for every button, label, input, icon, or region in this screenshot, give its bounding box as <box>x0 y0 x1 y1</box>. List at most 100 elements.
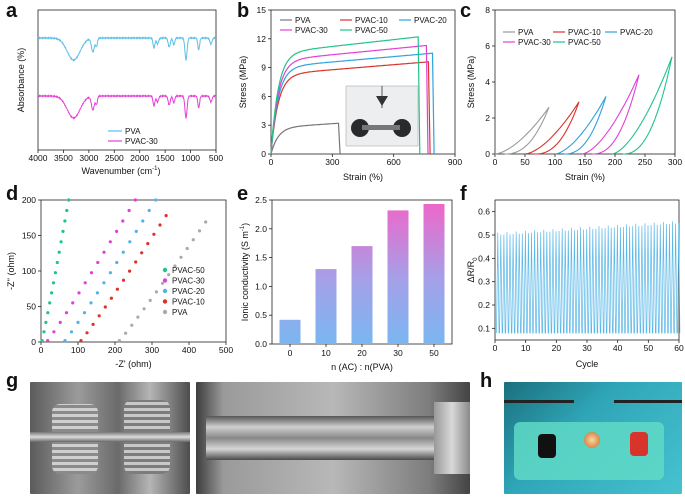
chart-f-xtick-label: 50 <box>644 343 654 353</box>
chart-c-xlabel: Strain (%) <box>565 172 605 182</box>
chart-e-xtick-label: 50 <box>429 348 439 358</box>
chart-d-point-pvac-10 <box>79 339 83 343</box>
chart-a-xtick-label: 500 <box>209 153 223 163</box>
chart-d-point-pvac-30 <box>64 311 69 315</box>
chart-e-xtick-label: 30 <box>393 348 403 358</box>
chart-f-ytick-label: 0.6 <box>478 207 490 217</box>
chart-d-ytick-label: 50 <box>27 302 37 312</box>
chart-b-ytick-label: 15 <box>257 5 267 15</box>
chart-f-ytick-label: 0.1 <box>478 323 490 333</box>
chart-d-point-pvac-20 <box>134 229 138 233</box>
panel-label-e: e <box>237 183 249 205</box>
chart-d-point-pvac-30 <box>58 320 62 324</box>
black-terminal <box>538 434 556 458</box>
chart-f-xtick-label: 0 <box>493 343 498 353</box>
chart-d-point-pva <box>167 273 171 277</box>
chart-a-legend-label: PVAC-30 <box>125 137 158 146</box>
chart-f-xtick-label: 40 <box>613 343 623 353</box>
chart-d-point-pvac-30 <box>96 260 100 265</box>
chart-d-point-pvac-30 <box>83 281 87 285</box>
chart-c-xtick-label: 150 <box>578 157 592 167</box>
chart-d-point-pvac-50 <box>63 219 67 223</box>
stretched-sample <box>206 416 456 460</box>
chart-b-series-pva <box>270 122 341 155</box>
chart-c-ytick-label: 4 <box>485 77 490 87</box>
chart-c-xtick-label: 100 <box>548 157 562 167</box>
chart-c-legend-label: PVAC-10 <box>568 28 601 37</box>
chart-d-point-pvac-50 <box>40 339 44 343</box>
chart-d-point-pvac-30 <box>71 301 75 305</box>
chart-d-legend-marker <box>162 309 168 315</box>
chart-a-xlabel: Wavenumber (cm-1) <box>81 166 160 176</box>
chart-b-series-pvac-20 <box>270 52 435 155</box>
chart-b-frame <box>270 9 456 155</box>
chart-c-ytick-label: 6 <box>485 41 490 51</box>
wire-right <box>614 400 682 403</box>
clamp-block <box>434 402 470 474</box>
photo-g-left <box>30 382 190 494</box>
chart-d-point-pvac-50 <box>46 311 50 315</box>
chart-a-series-pva <box>37 36 217 62</box>
chart-d-point-pva <box>197 229 202 233</box>
chart-d-point-pvac-30 <box>133 198 137 202</box>
chart-d-point-pvac-50 <box>44 320 48 324</box>
chart-d-point-pvac-50 <box>55 260 59 265</box>
photo-g-right <box>196 382 470 494</box>
chart-d-point-pvac-30 <box>89 271 94 275</box>
chart-d-legend-marker <box>162 288 168 294</box>
chart-d-point-pvac-20 <box>108 271 112 275</box>
chart-d-point-pva <box>179 255 183 259</box>
chart-d-point-pvac-10 <box>152 232 156 236</box>
chart-f-ytick-label: 0.4 <box>478 253 490 263</box>
chart-d-point-pvac-10 <box>140 251 144 255</box>
chart-d-legend-label: PVA <box>172 308 188 317</box>
chart-f-xtick-label: 20 <box>552 343 562 353</box>
chart-d-ytick-label: 100 <box>22 266 36 276</box>
chart-e-bar-20 <box>351 246 373 344</box>
chart-d-xtick-label: 200 <box>108 345 122 355</box>
chart-d-xtick-label: 100 <box>71 345 85 355</box>
chart-d-point-pvac-10 <box>121 278 126 282</box>
chart-d-point-pvac-20 <box>141 219 145 223</box>
chart-f-series <box>496 221 681 334</box>
chart-b-xtick-label: 0 <box>269 157 274 167</box>
panel-label-g: g <box>6 370 19 392</box>
chart-c-series-pva <box>494 106 550 155</box>
chart-c-xtick-label: 300 <box>668 157 682 167</box>
chart-b-ylabel: Stress (MPa) <box>238 56 248 109</box>
chart-d-xtick-label: 300 <box>145 345 159 355</box>
chart-c-xtick-label: 200 <box>608 157 622 167</box>
panel-label-f: f <box>460 183 467 205</box>
chart-d-point-pvac-10 <box>103 305 107 309</box>
chart-d-point-pvac-10 <box>91 322 95 326</box>
chart-d-point-pvac-30 <box>102 250 106 254</box>
chart-f-ytick-label: 0.3 <box>478 277 490 287</box>
chart-d-point-pvac-20 <box>95 291 99 295</box>
chart-e-xlabel: n (AC) : n(PVA) <box>331 362 393 372</box>
chart-c-ylabel: Stress (MPa) <box>466 56 476 109</box>
panel-label-c: c <box>460 0 472 22</box>
chart-e-bar-30 <box>387 210 409 344</box>
chart-d-point-pvac-20 <box>128 240 132 244</box>
chart-e-ylabel: Ionic conductivity (S m-1) <box>240 223 250 321</box>
chart-b-inset-dumbbell-right <box>393 119 411 137</box>
chart-d-point-pva <box>185 246 189 251</box>
chart-c-series-pvac-50 <box>611 56 673 155</box>
chart-b-inset-dumbbell-left <box>351 119 369 137</box>
chart-e-ytick-label: 2.5 <box>255 195 267 205</box>
chart-d-point-pvac-10 <box>134 260 138 264</box>
chart-e-bar-10 <box>315 269 337 344</box>
chart-b-ytick-label: 12 <box>257 34 267 44</box>
chart-d-point-pvac-10 <box>128 269 132 273</box>
chart-d-point-pva <box>142 307 146 311</box>
chart-b-xtick-label: 300 <box>325 157 339 167</box>
chart-b-ytick-label: 0 <box>261 149 266 159</box>
chart-b-inset-weight-top <box>376 96 388 106</box>
chart-e-ytick-label: 1.5 <box>255 253 267 263</box>
chart-d-point-pva <box>130 323 134 327</box>
chart-d-ylabel: -Z'' (ohm) <box>6 252 16 290</box>
chart-b-xtick-label: 900 <box>448 157 462 167</box>
chart-b-legend-label: PVA <box>295 16 311 25</box>
chart-a-xtick-label: 3000 <box>79 153 98 163</box>
chart-d-ytick-label: 200 <box>22 195 36 205</box>
